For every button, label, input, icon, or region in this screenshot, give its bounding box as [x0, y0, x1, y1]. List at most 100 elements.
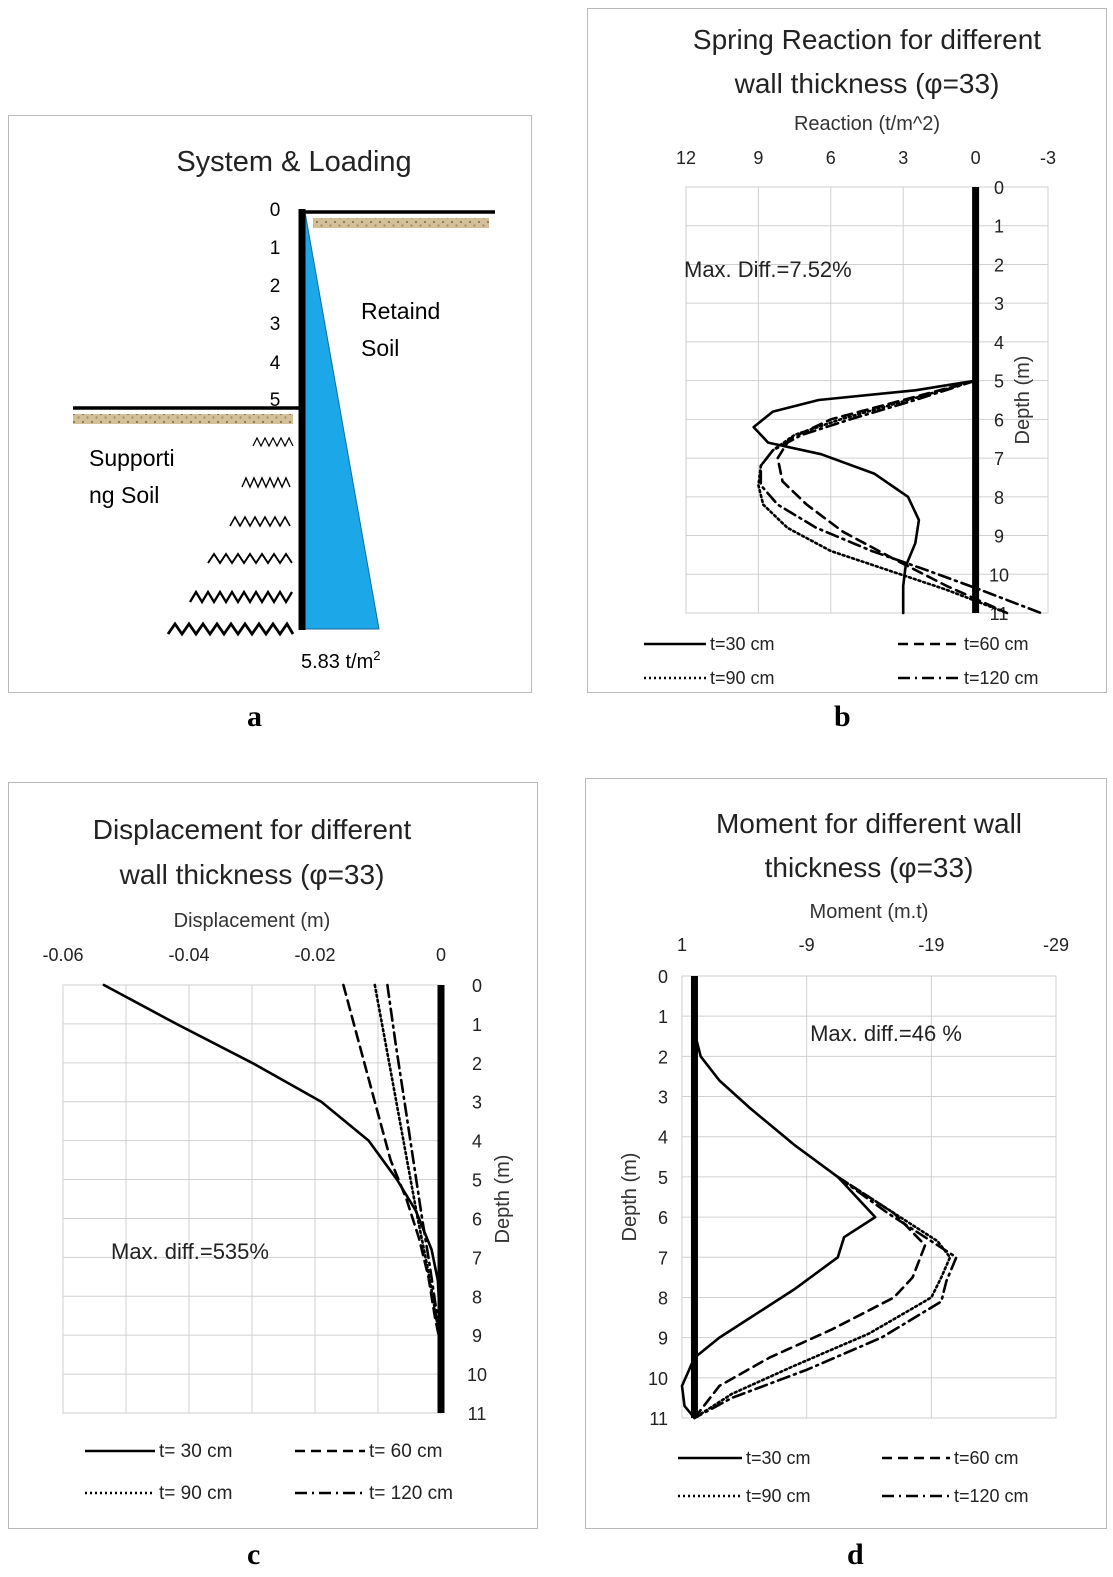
y-axis-label: Depth (m)	[492, 1155, 514, 1244]
legend-label: t=90 cm	[710, 668, 775, 688]
y-tick-label: 1	[472, 1015, 482, 1035]
y-tick-label: 4	[994, 333, 1004, 353]
y-axis-label: Depth (m)	[1012, 356, 1034, 445]
panel-letter-c: c	[247, 1538, 261, 1571]
depth-label-2: 2	[270, 276, 281, 297]
y-tick-label: 3	[994, 294, 1004, 314]
x-axis-label: Displacement (m)	[174, 910, 331, 932]
legend-label: t=30 cm	[746, 1448, 811, 1468]
legend-label: t=60 cm	[954, 1448, 1019, 1468]
depth-label-3: 3	[270, 314, 281, 335]
y-tick-label: 6	[472, 1209, 482, 1229]
y-tick-label: 2	[994, 255, 1004, 275]
legend-label: t= 120 cm	[369, 1483, 453, 1504]
y-tick-label: 6	[994, 410, 1004, 430]
series-line-1	[102, 983, 443, 1345]
depth-label-0: 0	[270, 200, 281, 221]
y-tick-label: 10	[648, 1369, 668, 1389]
supporting-soil-strip	[73, 414, 293, 424]
series-line-4	[386, 983, 443, 1349]
load-value-label: 5.83 t/m2	[301, 648, 381, 673]
legend-label: t=120 cm	[964, 668, 1039, 688]
y-tick-label: 7	[994, 449, 1004, 469]
retained-soil-label-1: Retaind	[361, 298, 440, 324]
chart-title: Displacement for different	[93, 814, 412, 845]
x-tick-label: -9	[799, 935, 815, 955]
max-diff-annotation: Max. diff.=535%	[111, 1239, 269, 1264]
y-axis-label: Depth (m)	[619, 1153, 641, 1242]
legend-label: t= 90 cm	[159, 1483, 232, 1504]
chart-title: wall thickness (φ=33)	[119, 859, 385, 890]
panel-letter-d: d	[847, 1538, 864, 1571]
retained-soil-strip	[313, 218, 489, 228]
retained-soil-label-2: Soil	[361, 335, 399, 361]
y-tick-label: 10	[989, 565, 1009, 585]
panel-spring-reaction: Spring Reaction for different wall thickn…	[587, 8, 1107, 693]
system-loading-diagram: System & Loading 0 1 2 3 4 5 Retaind Soi…	[73, 146, 495, 673]
series-line-2	[342, 983, 443, 1349]
x-tick-label: 0	[971, 148, 981, 168]
panel-moment: Moment for different wall thickness (φ=33…	[585, 778, 1107, 1529]
spring-icon	[207, 552, 293, 565]
y-tick-label: 2	[472, 1054, 482, 1074]
x-tick-label: 0	[436, 945, 446, 965]
x-tick-label: 1	[677, 935, 687, 955]
y-tick-label: 7	[472, 1248, 482, 1268]
chart-title: thickness (φ=33)	[765, 852, 974, 883]
y-tick-label: 0	[472, 976, 482, 996]
y-tick-label: 4	[472, 1132, 482, 1152]
y-tick-label: 9	[658, 1329, 668, 1349]
chart-moment: Moment for different wall thickness (φ=33…	[619, 808, 1069, 1506]
plot-area-border	[681, 975, 1057, 1419]
legend-label: t=90 cm	[746, 1486, 811, 1506]
x-tick-label: -0.02	[294, 945, 335, 965]
chart-title: Spring Reaction for different	[693, 24, 1041, 55]
y-tick-label: 11	[468, 1404, 487, 1424]
spring-icon	[252, 436, 294, 448]
panel-system-loading: System & Loading 0 1 2 3 4 5 Retaind Soi…	[8, 115, 532, 693]
panel-a-title: System & Loading	[176, 146, 411, 178]
series-line-3	[373, 983, 443, 1349]
y-tick-label: 5	[658, 1168, 668, 1188]
depth-label-5: 5	[270, 390, 281, 411]
series-line-1	[680, 1031, 877, 1420]
y-tick-label: 7	[658, 1248, 668, 1268]
depth-label-4: 4	[270, 353, 281, 374]
y-tick-label: 1	[658, 1007, 668, 1027]
x-tick-label: -29	[1043, 935, 1069, 955]
y-tick-label: 11	[649, 1409, 668, 1429]
x-tick-label: 6	[826, 148, 836, 168]
y-tick-label: 9	[994, 527, 1004, 547]
max-diff-annotation: Max. diff.=46 %	[810, 1021, 962, 1046]
spring-icon	[229, 515, 291, 528]
y-tick-label: 8	[472, 1287, 482, 1307]
chart-title: wall thickness (φ=33)	[734, 68, 1000, 99]
x-tick-label: -19	[918, 935, 944, 955]
chart-spring-reaction: Spring Reaction for different wall thickn…	[644, 24, 1056, 688]
y-tick-label: 8	[658, 1288, 668, 1308]
y-tick-label: 8	[994, 488, 1004, 508]
y-tick-label: 1	[994, 217, 1004, 237]
chart-title: Moment for different wall	[716, 808, 1022, 839]
earth-pressure-triangle	[304, 211, 380, 630]
legend-label: t=60 cm	[964, 634, 1029, 654]
spring-icon	[241, 476, 291, 489]
x-axis-label: Reaction (t/m^2)	[794, 113, 940, 135]
x-tick-label: 9	[753, 148, 763, 168]
x-tick-label: -3	[1040, 148, 1056, 168]
x-tick-label: -0.06	[42, 945, 83, 965]
series-line-3	[757, 379, 1009, 615]
plot-area-border	[685, 186, 1049, 614]
y-tick-label: 9	[472, 1326, 482, 1346]
spring-icon	[166, 621, 295, 637]
x-tick-label: -0.04	[168, 945, 209, 965]
y-tick-label: 0	[658, 967, 668, 987]
legend-label: t= 30 cm	[159, 1441, 232, 1462]
chart-displacement: Displacement for different wall thickness…	[42, 814, 514, 1504]
series-line-2	[776, 379, 1009, 615]
x-tick-label: 3	[898, 148, 908, 168]
y-tick-label: 3	[658, 1088, 668, 1108]
panel-letter-a: a	[247, 700, 262, 733]
legend-label: t=30 cm	[710, 634, 775, 654]
y-tick-label: 5	[994, 372, 1004, 392]
